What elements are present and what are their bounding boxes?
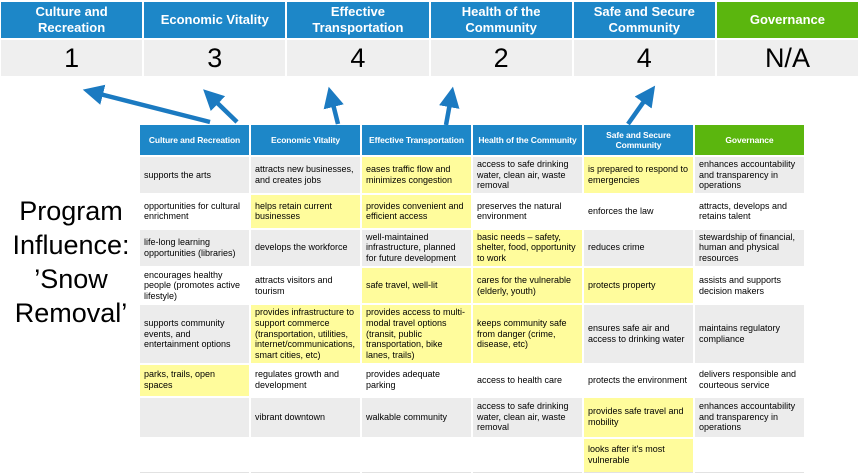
matrix-cell — [251, 438, 360, 473]
influence-matrix: Culture and Recreation Economic Vitality E… — [138, 123, 806, 475]
program-influence-label: Program Influence: ’Snow Removal’ — [0, 194, 142, 330]
matrix-cell: provides safe travel and mobility — [584, 397, 693, 437]
summary-column: Safe and Secure Community 4 — [573, 2, 715, 76]
matrix-cell: regulates growth and development — [251, 364, 360, 396]
influence-arrow — [82, 84, 211, 125]
matrix-cell: provides infrastructure to support comme… — [251, 305, 360, 363]
matrix-cell: protects property — [584, 267, 693, 304]
matrix-cell: provides access to multi-modal travel op… — [362, 305, 471, 363]
matrix-cell: maintains regulatory compliance — [695, 305, 804, 363]
summary-header: Effective Transportation — [287, 2, 429, 38]
matrix-cell — [473, 438, 582, 473]
summary-column: Culture and Recreation 1 — [1, 2, 143, 76]
summary-header: Economic Vitality — [144, 2, 286, 38]
influence-arrow — [626, 85, 656, 126]
summary-value: 3 — [144, 40, 286, 76]
matrix-cell: keeps community safe from danger (crime,… — [473, 305, 582, 363]
influence-arrow — [323, 86, 344, 125]
matrix-cell: basic needs – safety, shelter, food, opp… — [473, 229, 582, 266]
matrix-cell: protects the environment — [584, 364, 693, 396]
influence-arrow — [439, 86, 460, 126]
matrix-cell: develops the workforce — [251, 229, 360, 266]
summary-column: Health of the Community 2 — [430, 2, 572, 76]
matrix-cell: opportunities for cultural enrichment — [140, 194, 249, 228]
matrix-cell: assists and supports decision makers — [695, 267, 804, 304]
program-label-line: ’Snow — [34, 264, 108, 294]
matrix-cell: enforces the law — [584, 194, 693, 228]
matrix-cell: supports community events, and entertain… — [140, 305, 249, 363]
matrix-cell: is prepared to respond to emergencies — [584, 157, 693, 193]
summary-column: Effective Transportation 4 — [287, 2, 429, 76]
matrix-row: vibrant downtown walkable community access… — [140, 397, 804, 437]
matrix-cell: ensures safe air and access to drinking … — [584, 305, 693, 363]
matrix-cell: walkable community — [362, 397, 471, 437]
summary-value: 1 — [1, 40, 143, 76]
matrix-cell: access to safe drinking water, clean air… — [473, 157, 582, 193]
matrix-cell: cares for the vulnerable (elderly, youth… — [473, 267, 582, 304]
matrix-cell: delivers responsible and courteous servi… — [695, 364, 804, 396]
matrix-cell: vibrant downtown — [251, 397, 360, 437]
matrix-cell: eases traffic flow and minimizes congest… — [362, 157, 471, 193]
summary-header: Culture and Recreation — [1, 2, 143, 38]
matrix-cell: parks, trails, open spaces — [140, 364, 249, 396]
matrix-cell: provides convenient and efficient access — [362, 194, 471, 228]
summary-value: 2 — [430, 40, 572, 76]
matrix-cell: safe travel, well-lit — [362, 267, 471, 304]
matrix-cell: reduces crime — [584, 229, 693, 266]
matrix-cell: life-long learning opportunities (librar… — [140, 229, 249, 266]
summary-header: Safe and Secure Community — [573, 2, 715, 38]
matrix-cell: enhances accountability and transparency… — [695, 397, 804, 437]
matrix-cell: attracts, develops and retains talent — [695, 194, 804, 228]
matrix-cell: preserves the natural environment — [473, 194, 582, 228]
summary-column: Governance N/A — [716, 2, 859, 76]
matrix-cell: provides adequate parking — [362, 364, 471, 396]
matrix-row: looks after it's most vulnerable — [140, 438, 804, 473]
program-label-line: Program — [19, 196, 123, 226]
matrix-row: parks, trails, open spaces regulates grow… — [140, 364, 804, 396]
influence-arrow — [203, 89, 239, 124]
program-label-line: Removal’ — [14, 298, 128, 328]
summary-value: 4 — [573, 40, 715, 76]
matrix-column-header: Effective Transportation — [362, 125, 471, 155]
matrix-cell: access to health care — [473, 364, 582, 396]
matrix-row: encourages healthy people (promotes acti… — [140, 267, 804, 304]
matrix-header-row: Culture and Recreation Economic Vitality E… — [140, 125, 804, 155]
matrix-cell: encourages healthy people (promotes acti… — [140, 267, 249, 304]
summary-header: Health of the Community — [430, 2, 572, 38]
matrix-row: supports the arts attracts new businesses… — [140, 157, 804, 193]
matrix-cell: enhances accountability and transparency… — [695, 157, 804, 193]
matrix-column-header: Economic Vitality — [251, 125, 360, 155]
matrix-row: life-long learning opportunities (librar… — [140, 229, 804, 266]
matrix-cell — [695, 438, 804, 473]
matrix-column-header: Culture and Recreation — [140, 125, 249, 155]
summary-header: Governance — [716, 2, 859, 38]
matrix-cell: well-maintained infrastructure, planned … — [362, 229, 471, 266]
matrix-row: opportunities for cultural enrichment hel… — [140, 194, 804, 228]
matrix-cell — [362, 438, 471, 473]
matrix-column-header: Health of the Community — [473, 125, 582, 155]
matrix-row: supports community events, and entertain… — [140, 305, 804, 363]
summary-value: 4 — [287, 40, 429, 76]
matrix-cell: attracts new businesses, and creates job… — [251, 157, 360, 193]
summary-table: Culture and Recreation 1 Economic Vitality… — [1, 2, 859, 76]
matrix-cell: supports the arts — [140, 157, 249, 193]
program-label-line: Influence: — [12, 230, 130, 260]
matrix-cell: looks after it's most vulnerable — [584, 438, 693, 473]
matrix-column-header: Safe and Secure Community — [584, 125, 693, 155]
matrix-column-header: Governance — [695, 125, 804, 155]
matrix-cell: helps retain current businesses — [251, 194, 360, 228]
summary-column: Economic Vitality 3 — [144, 2, 286, 76]
matrix-cell — [140, 438, 249, 473]
matrix-cell — [140, 397, 249, 437]
matrix-cell: attracts visitors and tourism — [251, 267, 360, 304]
summary-value: N/A — [716, 40, 859, 76]
matrix-cell: access to safe drinking water, clean air… — [473, 397, 582, 437]
matrix-cell: stewardship of financial, human and phys… — [695, 229, 804, 266]
